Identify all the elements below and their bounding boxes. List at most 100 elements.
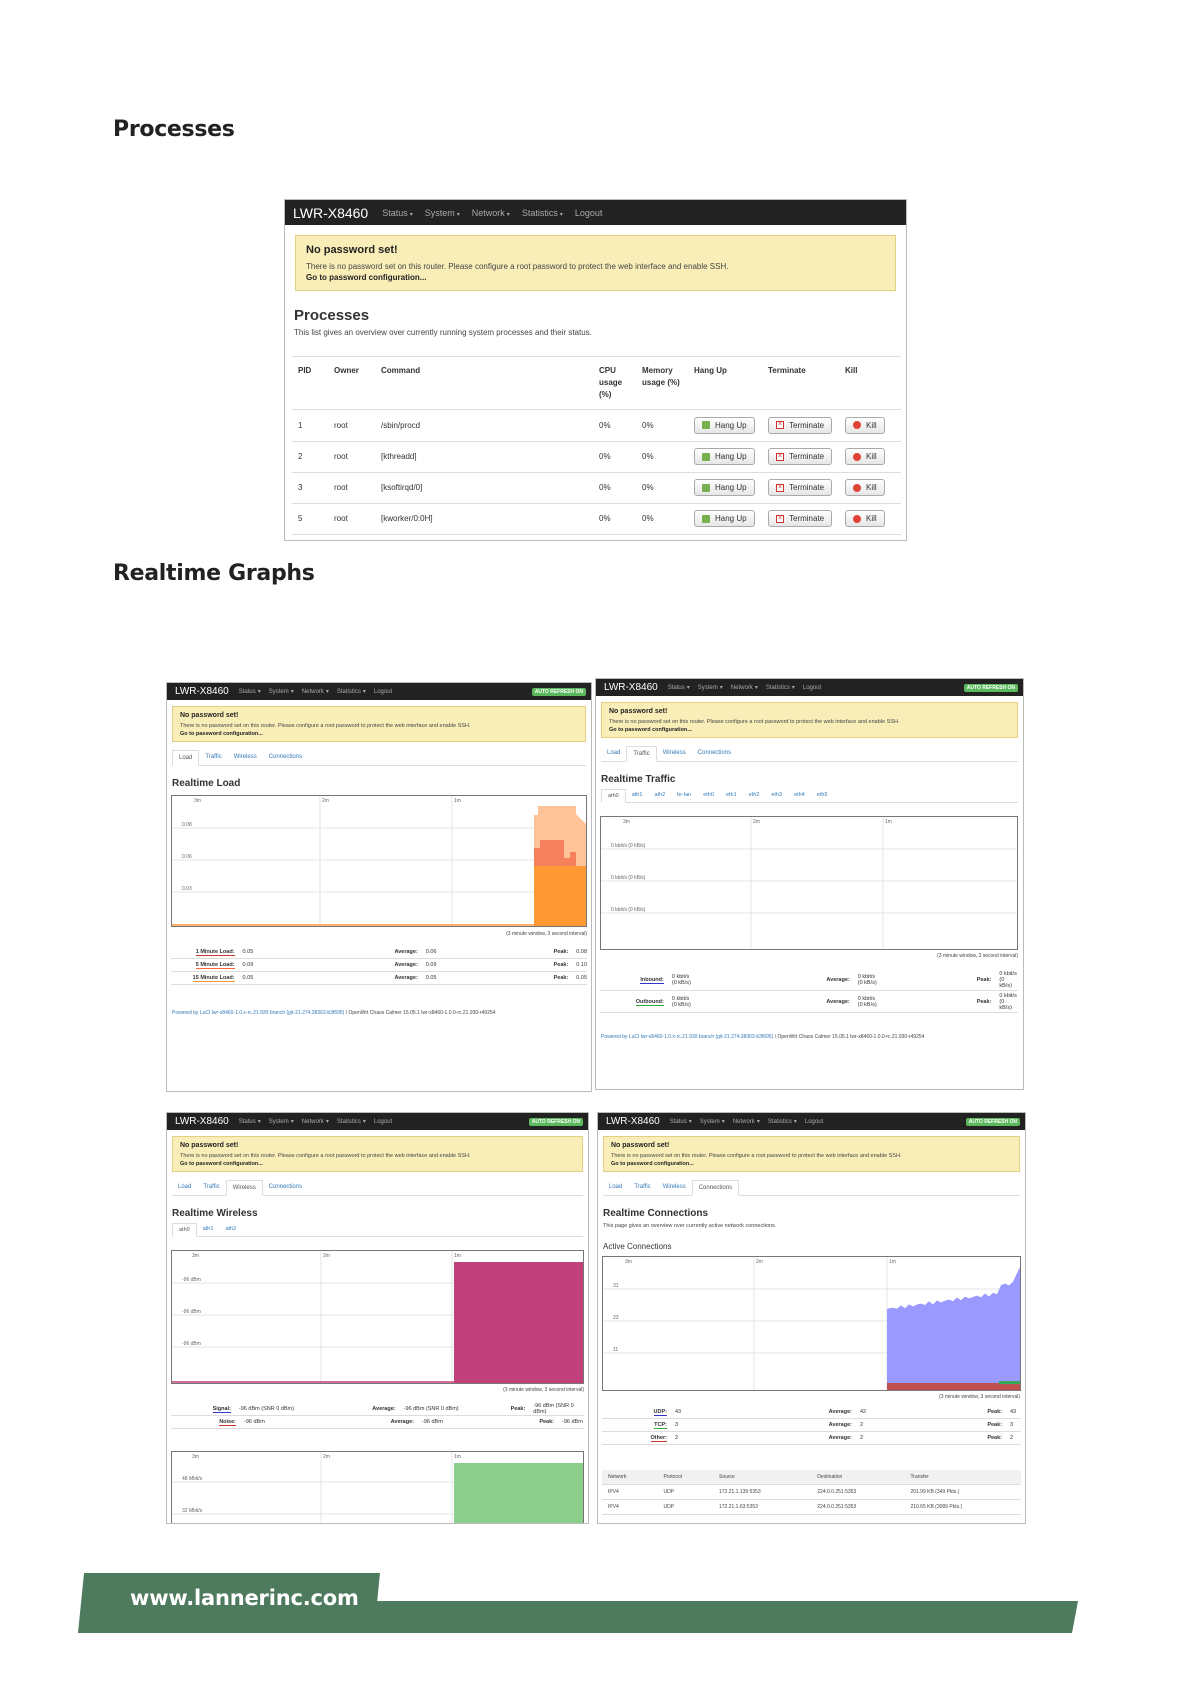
- tab-traffic[interactable]: Traffic: [634, 1184, 651, 1190]
- password-config-link[interactable]: Go to password configuration...: [306, 273, 427, 282]
- nav-logout[interactable]: Logout: [373, 688, 393, 695]
- interface-tab-eth2[interactable]: eth2: [748, 792, 760, 798]
- interface-tab-eth1[interactable]: eth1: [725, 792, 737, 798]
- legend-row: Other: 2 Average: 2 Peak: 2: [602, 1432, 1021, 1445]
- interface-tab-ath2[interactable]: ath2: [654, 792, 666, 798]
- nav-network[interactable]: Network ▾: [471, 207, 510, 218]
- brand[interactable]: LWR-X8460: [175, 1116, 229, 1127]
- interface-tab-eth3[interactable]: eth3: [771, 792, 783, 798]
- interface-tab-eth4[interactable]: eth4: [794, 792, 805, 798]
- password-config-link[interactable]: Go to password configuration...: [180, 731, 263, 737]
- terminate-button[interactable]: × Terminate: [768, 479, 833, 496]
- nav-status[interactable]: Status ▾: [669, 1119, 692, 1125]
- alert-text: There is no password set on this router.…: [180, 1153, 471, 1159]
- nav-statistics[interactable]: Statistics ▾: [336, 689, 366, 695]
- nav-status[interactable]: Status ▾: [238, 689, 261, 695]
- legend-row: 15 Minute Load: 0.05 Average: 0.05 Peak: 0.05: [171, 972, 587, 985]
- nav-system[interactable]: System ▾: [424, 207, 460, 218]
- nav-logout[interactable]: Logout: [373, 1118, 393, 1125]
- tab-load[interactable]: Load: [172, 750, 200, 766]
- terminate-button[interactable]: × Terminate: [768, 448, 833, 465]
- nav-status[interactable]: Status ▾: [382, 207, 413, 218]
- kill-button[interactable]: Kill: [845, 416, 885, 434]
- pid-cell: 2: [292, 441, 328, 473]
- nav-system[interactable]: System ▾: [268, 1119, 294, 1125]
- nav-status[interactable]: Status ▾: [238, 1119, 261, 1125]
- alert-text: There is no password set on this router.…: [306, 262, 729, 271]
- interface-tab-eth5[interactable]: eth5: [816, 792, 828, 798]
- nav-system[interactable]: System ▾: [699, 1119, 725, 1125]
- luci-footer[interactable]: Powered by LuCI lwr-x8460-1.0.x-rc.21.93…: [172, 1010, 496, 1016]
- average-label: Average:: [372, 1406, 396, 1412]
- brand[interactable]: LWR-X8460: [293, 204, 369, 221]
- interface-tab-ath0[interactable]: ath0: [172, 1223, 197, 1237]
- interface-tab-ath1[interactable]: ath1: [631, 792, 643, 798]
- nav-logout[interactable]: Logout: [802, 684, 822, 691]
- website-url[interactable]: www.lannerinc.com: [130, 1586, 359, 1610]
- alert-title: No password set!: [306, 244, 398, 256]
- tab-load[interactable]: Load: [607, 750, 621, 756]
- tab-connections[interactable]: Connections: [697, 750, 732, 756]
- password-config-link[interactable]: Go to password configuration...: [609, 727, 692, 733]
- luci-footer[interactable]: Powered by LuCI lwr-x8460-1.0.x-rc.21.93…: [601, 1034, 925, 1040]
- interface-tab-ath1[interactable]: ath1: [202, 1226, 214, 1232]
- password-config-link[interactable]: Go to password configuration...: [611, 1161, 694, 1167]
- interface-tab-ath2[interactable]: ath2: [225, 1226, 237, 1232]
- auto-refresh-badge[interactable]: AUTO REFRESH ON: [528, 1117, 583, 1126]
- nav-network[interactable]: Network ▾: [730, 685, 758, 691]
- tab-connections[interactable]: Connections: [268, 1184, 303, 1190]
- tab-wireless[interactable]: Wireless: [225, 1180, 263, 1196]
- kill-button[interactable]: Kill: [845, 479, 885, 496]
- hang-up-button[interactable]: Hang Up: [694, 416, 755, 434]
- tab-traffic[interactable]: Traffic: [205, 754, 222, 760]
- hang-up-button[interactable]: Hang Up: [694, 479, 755, 496]
- terminate-button[interactable]: × Terminate: [768, 416, 833, 434]
- tab-load[interactable]: Load: [609, 1184, 623, 1190]
- nav-network[interactable]: Network ▾: [301, 1119, 329, 1125]
- hang-up-button[interactable]: Hang Up: [694, 510, 755, 527]
- tab-traffic[interactable]: Traffic: [626, 746, 657, 762]
- hang-up-button[interactable]: Hang Up: [694, 448, 755, 465]
- tab-connections[interactable]: Connections: [691, 1180, 740, 1196]
- nav-system[interactable]: System ▾: [268, 689, 294, 695]
- process-table: PID Owner Command CPU usage (%) Memory u…: [292, 356, 901, 535]
- brand[interactable]: LWR-X8460: [606, 1116, 660, 1127]
- kill-icon: [853, 514, 861, 523]
- nav-network[interactable]: Network ▾: [732, 1119, 760, 1125]
- auto-refresh-badge[interactable]: AUTO REFRESH ON: [531, 687, 586, 696]
- nav-network[interactable]: Network ▾: [301, 689, 329, 695]
- auto-refresh-badge[interactable]: AUTO REFRESH ON: [965, 1117, 1020, 1126]
- kill-button[interactable]: Kill: [845, 448, 885, 465]
- nav-statistics[interactable]: Statistics ▾: [521, 207, 563, 218]
- tab-traffic[interactable]: Traffic: [203, 1184, 220, 1190]
- terminate-button[interactable]: × Terminate: [768, 510, 833, 527]
- kill-button[interactable]: Kill: [845, 510, 885, 527]
- peak-value: 0.05: [576, 975, 588, 981]
- nav-status[interactable]: Status ▾: [667, 685, 690, 691]
- interface-tab-ath0[interactable]: ath0: [601, 789, 626, 803]
- nav-statistics[interactable]: Statistics ▾: [336, 1119, 366, 1125]
- brand[interactable]: LWR-X8460: [604, 682, 658, 693]
- tab-wireless[interactable]: Wireless: [233, 754, 257, 760]
- tab-wireless[interactable]: Wireless: [662, 1184, 686, 1190]
- navbar: LWR-X8460 Status ▾ System ▾ Network ▾ Stati…: [167, 1113, 588, 1130]
- nav-logout[interactable]: Logout: [574, 207, 603, 218]
- auto-refresh-badge[interactable]: AUTO REFRESH ON: [963, 683, 1018, 692]
- time-label-3m: 3m: [192, 1253, 199, 1259]
- nav-statistics[interactable]: Statistics ▾: [767, 1119, 797, 1125]
- brand[interactable]: LWR-X8460: [175, 686, 229, 697]
- password-config-link[interactable]: Go to password configuration...: [180, 1161, 263, 1167]
- interface-tab-br-lan[interactable]: br-lan: [677, 792, 692, 798]
- nav-system[interactable]: System ▾: [697, 685, 723, 691]
- tab-wireless[interactable]: Wireless: [662, 750, 686, 756]
- peak-value: -96 dBm: [562, 1419, 583, 1425]
- peak-label: Peak:: [510, 1406, 526, 1412]
- nav-statistics[interactable]: Statistics ▾: [765, 685, 795, 691]
- y-label-3: 11: [613, 1347, 618, 1353]
- interface-tab-eth0[interactable]: eth0: [703, 792, 714, 798]
- tab-connections[interactable]: Connections: [268, 754, 303, 760]
- button-label: Kill: [866, 514, 877, 523]
- nav-logout[interactable]: Logout: [804, 1118, 824, 1125]
- average-value: 0 kbit/s (0 kB/s): [857, 973, 877, 986]
- tab-load[interactable]: Load: [178, 1184, 192, 1190]
